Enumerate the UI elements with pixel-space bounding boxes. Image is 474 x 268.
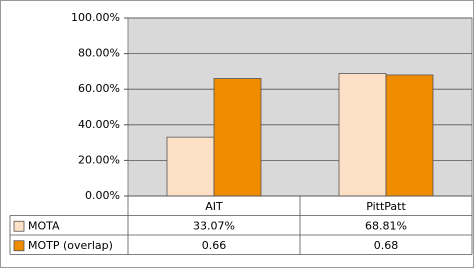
bar [338, 73, 387, 197]
data-label: 0.66 [202, 239, 227, 252]
y-tick-label: 20.00% [78, 153, 120, 166]
data-label: 68.81% [365, 219, 407, 232]
data-label: 0.68 [374, 239, 399, 252]
bar [385, 74, 434, 197]
legend-label: MOTP (overlap) [28, 239, 113, 252]
data-label: 33.07% [193, 219, 235, 232]
y-tick-label: 0.00% [85, 189, 120, 202]
legend-swatch [13, 240, 25, 252]
x-tick-label: AIT [205, 200, 223, 213]
bar [166, 136, 215, 197]
y-tick-label: 100.00% [71, 11, 120, 24]
y-tick-label: 80.00% [78, 47, 120, 60]
y-tick-label: 60.00% [78, 82, 120, 95]
legend-swatch [13, 220, 25, 232]
legend-label: MOTA [28, 219, 60, 232]
y-tick-label: 40.00% [78, 118, 120, 131]
x-tick-label: PittPatt [366, 200, 406, 213]
bar [213, 78, 262, 197]
